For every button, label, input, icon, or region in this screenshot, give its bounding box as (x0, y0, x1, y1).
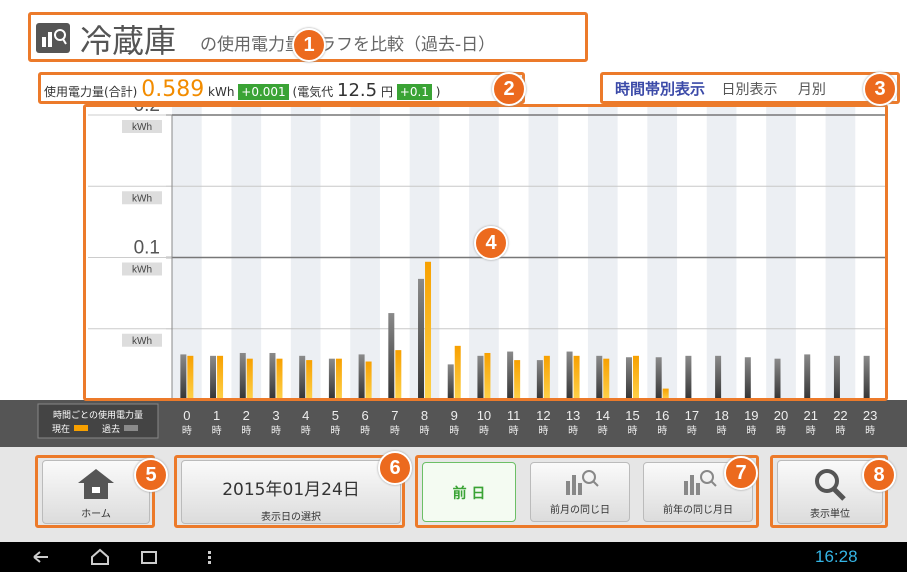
x-tick-suffix: 時 (865, 425, 875, 437)
badge: 5 (134, 458, 168, 492)
x-tick-suffix: 時 (360, 425, 370, 437)
x-tick-label: 22 (833, 408, 847, 423)
legend-title: 時間ごとの使用電力量 (53, 409, 143, 420)
x-tick-suffix: 時 (301, 425, 311, 437)
x-tick-suffix: 時 (746, 425, 756, 437)
x-tick-label: 15 (625, 408, 639, 423)
x-tick-suffix: 時 (568, 425, 578, 437)
badge: 6 (378, 451, 412, 485)
x-tick-label: 17 (685, 408, 699, 423)
x-tick-label: 20 (774, 408, 788, 423)
x-tick-label: 13 (566, 408, 580, 423)
legend-label: 過去 (102, 423, 120, 434)
x-tick-label: 2 (243, 408, 250, 423)
x-tick-suffix: 時 (420, 425, 430, 437)
x-tick-suffix: 時 (390, 425, 400, 437)
clock: 16:28 (815, 547, 858, 567)
app-screen: 冷蔵庫 の使用電力量グラフを比較（過去-日） 使用電力量(合計) 0.589 k… (0, 0, 907, 572)
x-tick-suffix: 時 (657, 425, 667, 437)
x-tick-label: 5 (332, 408, 339, 423)
x-tick-label: 6 (361, 408, 368, 423)
x-tick-label: 21 (803, 408, 817, 423)
x-tick-label: 14 (596, 408, 610, 423)
badge: 2 (492, 72, 526, 106)
x-tick-label: 0 (183, 408, 190, 423)
x-tick-suffix: 時 (330, 425, 340, 437)
callout-box (174, 455, 405, 528)
x-tick-label: 18 (714, 408, 728, 423)
x-tick-suffix: 時 (509, 425, 519, 437)
x-tick-suffix: 時 (538, 425, 548, 437)
badge: 1 (292, 28, 326, 62)
x-tick-suffix: 時 (806, 425, 816, 437)
x-tick-label: 10 (477, 408, 491, 423)
callout-box (600, 72, 900, 104)
x-tick-suffix: 時 (598, 425, 608, 437)
x-tick-suffix: 時 (271, 425, 281, 437)
x-tick-suffix: 時 (717, 425, 727, 437)
x-tick-suffix: 時 (182, 425, 192, 437)
x-tick-suffix: 時 (776, 425, 786, 437)
x-tick-suffix: 時 (212, 425, 222, 437)
x-tick-label: 11 (507, 408, 521, 423)
callout-box (38, 72, 525, 104)
x-tick-suffix: 時 (835, 425, 845, 437)
x-tick-label: 12 (536, 408, 550, 423)
x-tick-label: 9 (451, 408, 458, 423)
x-tick-suffix: 時 (449, 425, 459, 437)
x-tick-suffix: 時 (479, 425, 489, 437)
legend-swatch (74, 425, 88, 431)
badge: 7 (724, 456, 758, 490)
x-tick-label: 19 (744, 408, 758, 423)
callout-box (415, 455, 759, 528)
badge: 4 (474, 226, 508, 260)
legend-swatch (124, 425, 138, 431)
x-tick-label: 16 (655, 408, 669, 423)
x-tick-label: 1 (213, 408, 220, 423)
nav-buttons (30, 548, 230, 566)
x-tick-suffix: 時 (627, 425, 637, 437)
x-tick-label: 4 (302, 408, 309, 423)
status-bar: 16:28 (0, 542, 907, 572)
x-tick-suffix: 時 (241, 425, 251, 437)
legend-label: 現在 (52, 423, 70, 434)
x-tick-label: 7 (391, 408, 398, 423)
x-tick-label: 3 (272, 408, 279, 423)
x-tick-suffix: 時 (687, 425, 697, 437)
badge: 8 (862, 458, 896, 492)
badge: 3 (863, 72, 897, 106)
x-tick-label: 8 (421, 408, 428, 423)
x-tick-label: 23 (863, 408, 877, 423)
